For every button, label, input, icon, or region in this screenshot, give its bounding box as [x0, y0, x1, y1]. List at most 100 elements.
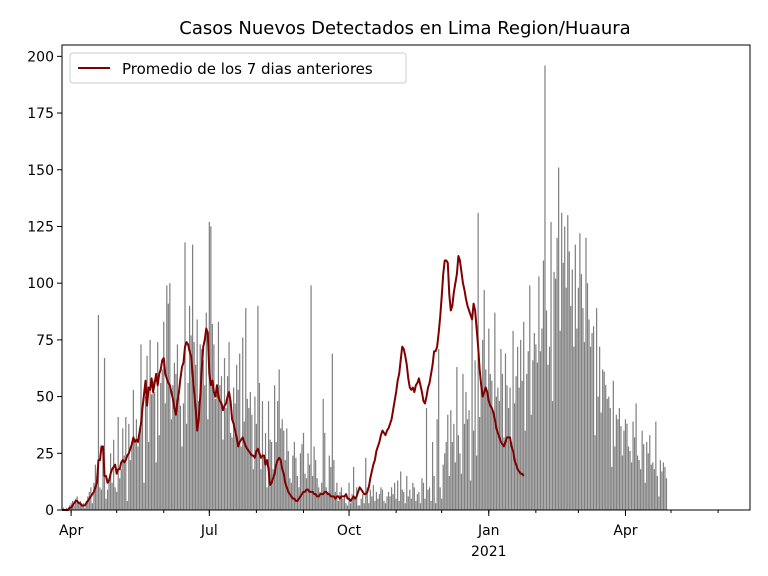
bar	[134, 439, 136, 510]
bar	[176, 344, 179, 510]
bar	[603, 371, 605, 510]
bar	[406, 475, 408, 510]
bar	[310, 285, 312, 510]
bar	[274, 385, 276, 510]
bar	[129, 460, 131, 510]
legend-box	[69, 52, 407, 84]
bar	[605, 385, 607, 510]
x-tick-label: Apr	[613, 523, 637, 539]
bar	[547, 364, 549, 510]
bar	[249, 392, 251, 510]
bar	[305, 478, 308, 510]
bar	[172, 385, 174, 510]
bar	[617, 419, 619, 510]
bar	[583, 342, 586, 510]
bar	[255, 423, 258, 510]
bar	[196, 319, 198, 510]
bar	[257, 305, 259, 510]
bar	[381, 489, 384, 510]
bar	[109, 453, 112, 510]
bar	[319, 491, 321, 510]
bar	[217, 321, 220, 510]
bar	[343, 496, 346, 510]
bar	[521, 380, 523, 510]
bar	[390, 487, 393, 510]
bar	[580, 274, 583, 510]
chart-title: Casos Nuevos Detectados en Lima Region/H…	[179, 18, 630, 39]
bar	[141, 405, 144, 510]
bar	[501, 373, 504, 510]
bar	[468, 410, 470, 510]
bar	[592, 326, 595, 510]
bar	[665, 478, 668, 510]
bar	[562, 262, 564, 510]
bar	[489, 373, 491, 510]
bar	[248, 407, 250, 510]
bar	[415, 500, 417, 510]
bar	[188, 305, 191, 510]
bar	[395, 498, 397, 510]
bar	[647, 453, 649, 510]
bar	[378, 494, 381, 510]
bar	[535, 344, 537, 510]
bar	[403, 491, 405, 510]
bar	[485, 369, 487, 510]
bar	[380, 487, 382, 510]
bar	[369, 489, 371, 510]
bar	[242, 337, 244, 510]
bar	[585, 237, 587, 511]
bar	[649, 435, 651, 510]
bar	[459, 453, 461, 510]
bar	[474, 360, 476, 510]
bar	[627, 446, 630, 510]
bar	[327, 491, 329, 510]
bar	[348, 482, 350, 510]
bar	[638, 460, 640, 510]
bar	[237, 389, 239, 510]
bar	[246, 398, 248, 510]
bar	[419, 503, 422, 510]
bar	[630, 462, 633, 510]
bar	[296, 475, 299, 510]
bar	[126, 500, 128, 510]
bar	[422, 482, 425, 510]
bar	[199, 344, 201, 510]
bar	[384, 503, 387, 510]
bar	[558, 167, 560, 511]
bar	[340, 487, 343, 510]
bar	[251, 414, 253, 510]
x-tick-label: Jan	[477, 523, 500, 539]
bar	[646, 441, 648, 510]
bar	[362, 494, 364, 510]
bar	[596, 308, 598, 510]
bar	[316, 478, 318, 510]
y-tick-label: 25	[36, 446, 54, 462]
bar	[81, 505, 83, 510]
bar	[573, 346, 575, 510]
bar	[307, 453, 309, 510]
bar	[365, 457, 367, 510]
bar	[167, 303, 169, 510]
bar	[529, 285, 531, 510]
bar	[640, 469, 642, 510]
bar	[100, 489, 103, 510]
bar	[105, 498, 107, 510]
bar	[173, 362, 175, 510]
bar	[138, 428, 141, 510]
bar	[444, 453, 446, 510]
bar	[559, 330, 561, 510]
bar	[76, 496, 78, 510]
bar	[424, 498, 426, 510]
bar	[412, 482, 414, 510]
bar	[661, 471, 663, 510]
bar	[659, 460, 662, 510]
bar	[548, 346, 551, 510]
y-tick-label: 0	[45, 503, 54, 519]
bar	[234, 403, 236, 510]
bar	[211, 324, 213, 510]
y-tick-label: 200	[27, 49, 54, 65]
bar	[644, 482, 646, 510]
bar	[526, 373, 528, 510]
y-tick-label: 100	[27, 276, 54, 292]
bar	[205, 312, 207, 510]
